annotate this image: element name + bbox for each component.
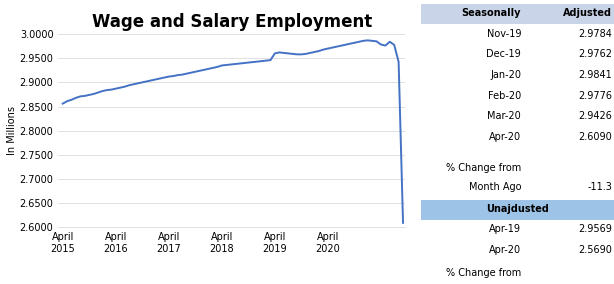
- Text: 2.9784: 2.9784: [578, 28, 612, 39]
- FancyBboxPatch shape: [421, 4, 614, 24]
- Text: Seasonally: Seasonally: [462, 8, 521, 18]
- Text: Unajdusted: Unajdusted: [486, 204, 549, 214]
- Text: % Change from: % Change from: [446, 268, 521, 278]
- Text: 2.6090: 2.6090: [578, 132, 612, 142]
- FancyBboxPatch shape: [421, 200, 614, 220]
- Text: 2.9762: 2.9762: [578, 49, 612, 59]
- Text: Mar-20: Mar-20: [488, 111, 521, 122]
- Title: Wage and Salary Employment: Wage and Salary Employment: [91, 13, 372, 31]
- Text: Adjusted: Adjusted: [563, 8, 612, 18]
- Text: Month Ago: Month Ago: [468, 182, 521, 192]
- Text: 2.9569: 2.9569: [578, 224, 612, 234]
- Text: Jan-20: Jan-20: [490, 70, 521, 80]
- Text: -11.3: -11.3: [587, 182, 612, 192]
- Text: Apr-20: Apr-20: [489, 245, 521, 255]
- Text: 2.9426: 2.9426: [578, 111, 612, 122]
- Text: Dec-19: Dec-19: [486, 49, 521, 59]
- Text: Feb-20: Feb-20: [488, 91, 521, 101]
- Text: % Change from: % Change from: [446, 163, 521, 173]
- Text: Nov-19: Nov-19: [487, 28, 521, 39]
- Text: Apr-19: Apr-19: [489, 224, 521, 234]
- Text: 2.5690: 2.5690: [578, 245, 612, 255]
- Y-axis label: In Millions: In Millions: [7, 106, 17, 155]
- Text: Apr-20: Apr-20: [489, 132, 521, 142]
- Text: 2.9841: 2.9841: [578, 70, 612, 80]
- Text: 2.9776: 2.9776: [578, 91, 612, 101]
